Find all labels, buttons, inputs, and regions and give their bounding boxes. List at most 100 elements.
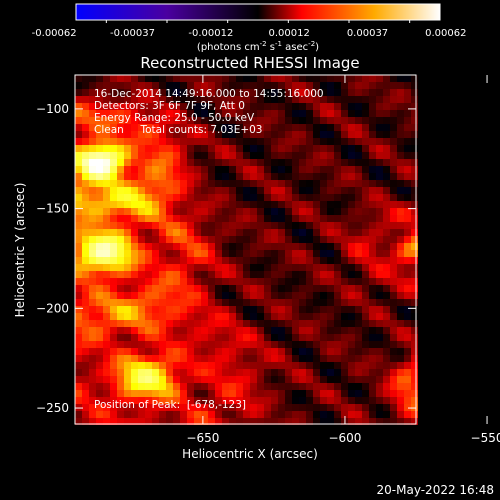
heatmap-cell — [75, 320, 82, 327]
heatmap-cell — [369, 75, 376, 82]
heatmap-cell — [299, 159, 306, 166]
heatmap-cell — [194, 194, 201, 201]
heatmap-cell — [180, 257, 187, 264]
heatmap-cell — [138, 82, 145, 89]
heatmap-cell — [404, 327, 411, 334]
heatmap-cell — [390, 96, 397, 103]
heatmap-cell — [306, 159, 313, 166]
heatmap-cell — [348, 257, 355, 264]
heatmap-cell — [173, 145, 180, 152]
heatmap-cell — [285, 96, 292, 103]
heatmap-cell — [75, 96, 82, 103]
heatmap-cell — [138, 327, 145, 334]
heatmap-cell — [355, 110, 362, 117]
heatmap-cell — [327, 397, 334, 404]
heatmap-cell — [320, 110, 327, 117]
heatmap-cell — [313, 264, 320, 271]
heatmap-cell — [313, 271, 320, 278]
heatmap-cell — [187, 159, 194, 166]
heatmap-cell — [383, 215, 390, 222]
heatmap-cell — [208, 264, 215, 271]
heatmap-cell — [159, 124, 166, 131]
heatmap-cell — [145, 348, 152, 355]
heatmap-cell — [362, 75, 369, 82]
heatmap-cell — [131, 404, 138, 411]
heatmap-cell — [173, 82, 180, 89]
heatmap-cell — [278, 187, 285, 194]
heatmap-cell — [117, 82, 124, 89]
heatmap-cell — [194, 124, 201, 131]
heatmap-cell — [82, 173, 89, 180]
heatmap-cell — [236, 173, 243, 180]
heatmap-cell — [110, 201, 117, 208]
heatmap-cell — [131, 369, 138, 376]
heatmap-cell — [292, 383, 299, 390]
heatmap-cell — [75, 236, 82, 243]
heatmap-cell — [306, 243, 313, 250]
heatmap-cell — [124, 264, 131, 271]
heatmap-cell — [390, 327, 397, 334]
heatmap-cell — [299, 110, 306, 117]
heatmap-cell — [320, 306, 327, 313]
heatmap-cell — [271, 320, 278, 327]
heatmap-cell — [292, 327, 299, 334]
heatmap-cell — [285, 299, 292, 306]
heatmap-cell — [285, 313, 292, 320]
heatmap-cell — [397, 397, 404, 404]
heatmap-cell — [208, 418, 215, 425]
heatmap-cell — [334, 145, 341, 152]
heatmap-cell — [180, 348, 187, 355]
heatmap-cell — [383, 145, 390, 152]
heatmap-cell — [82, 299, 89, 306]
heatmap-cell — [250, 229, 257, 236]
heatmap-cell — [194, 341, 201, 348]
heatmap-cell — [334, 229, 341, 236]
heatmap-cell — [243, 145, 250, 152]
heatmap-cell — [320, 194, 327, 201]
heatmap-cell — [152, 306, 159, 313]
heatmap-cell — [257, 96, 264, 103]
heatmap-cell — [264, 362, 271, 369]
heatmap-cell — [257, 313, 264, 320]
heatmap-cell — [201, 236, 208, 243]
heatmap-cell — [285, 362, 292, 369]
heatmap-cell — [327, 334, 334, 341]
heatmap-cell — [278, 397, 285, 404]
heatmap-cell — [362, 292, 369, 299]
heatmap-cell — [341, 201, 348, 208]
heatmap-cell — [327, 285, 334, 292]
heatmap-cell — [355, 215, 362, 222]
heatmap-cell — [411, 222, 418, 229]
colorbar-tick-label: -0.00012 — [188, 28, 233, 39]
heatmap-cell — [187, 306, 194, 313]
heatmap-cell — [271, 215, 278, 222]
heatmap-cell — [397, 264, 404, 271]
heatmap-cell — [278, 376, 285, 383]
heatmap-cell — [334, 124, 341, 131]
heatmap-cell — [299, 327, 306, 334]
heatmap-cell — [201, 138, 208, 145]
heatmap-cell — [194, 145, 201, 152]
heatmap-cell — [82, 110, 89, 117]
heatmap-cell — [285, 229, 292, 236]
heatmap-cell — [306, 264, 313, 271]
heatmap-cell — [138, 89, 145, 96]
heatmap-cell — [278, 173, 285, 180]
heatmap-cell — [96, 89, 103, 96]
heatmap-cell — [222, 89, 229, 96]
heatmap-cell — [89, 271, 96, 278]
heatmap-cell — [229, 166, 236, 173]
heatmap-cell — [306, 117, 313, 124]
heatmap-cell — [257, 131, 264, 138]
heatmap-cell — [124, 201, 131, 208]
heatmap-cell — [383, 82, 390, 89]
heatmap-cell — [341, 159, 348, 166]
heatmap-cell — [152, 131, 159, 138]
heatmap-cell — [215, 306, 222, 313]
heatmap-cell — [250, 187, 257, 194]
heatmap-cell — [194, 299, 201, 306]
heatmap-cell — [131, 327, 138, 334]
heatmap-cell — [117, 418, 124, 425]
heatmap-cell — [187, 145, 194, 152]
heatmap-cell — [103, 236, 110, 243]
